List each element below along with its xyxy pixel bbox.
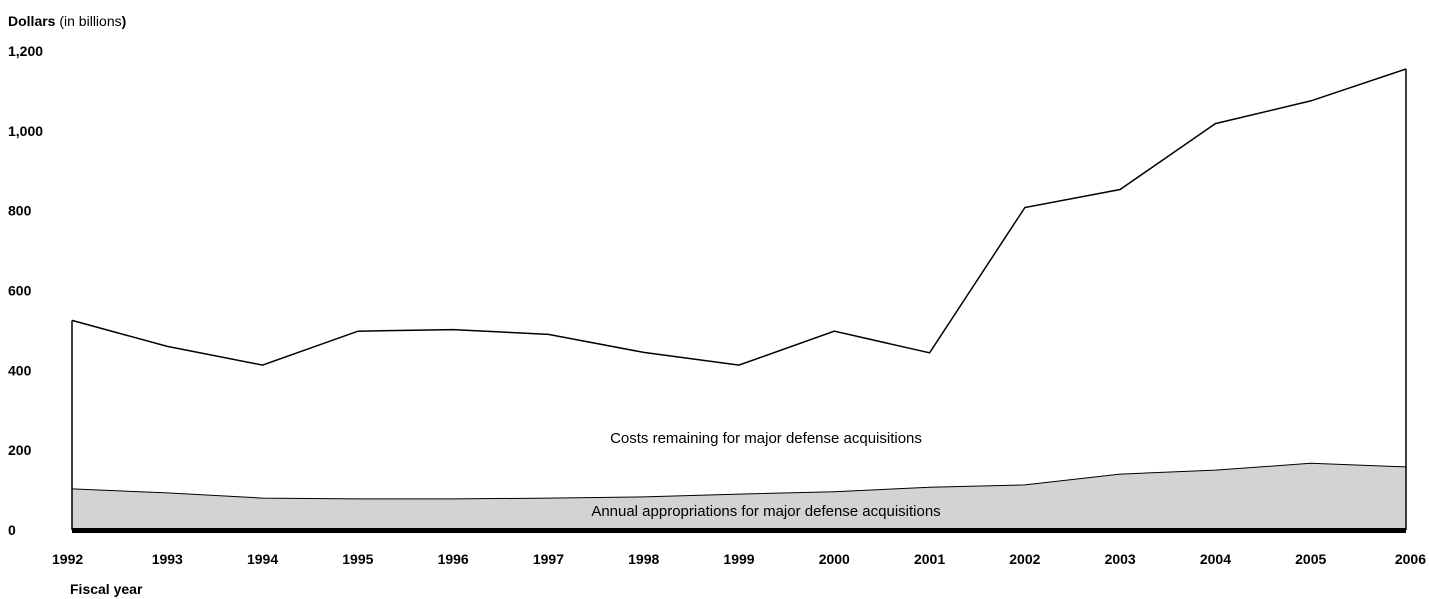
x-tick-label: 1996	[438, 551, 469, 567]
x-tick-label: 1992	[52, 551, 83, 567]
x-tick-label: 2006	[1395, 551, 1426, 567]
y-axis-title-bold: Dollars	[8, 13, 56, 29]
x-tick-label: 1997	[533, 551, 564, 567]
x-tick-label: 2002	[1009, 551, 1040, 567]
x-tick-label: 2003	[1105, 551, 1136, 567]
y-axis-ticks: 0 200 400 600 800 1,000 1,200	[8, 43, 43, 538]
y-tick-label: 400	[8, 362, 32, 378]
costs-remaining-area	[72, 69, 1406, 530]
y-axis-title: Dollars (in billions)	[8, 13, 126, 29]
costs-annotation: Costs remaining for major defense acquis…	[610, 430, 922, 447]
x-tick-label: 2005	[1295, 551, 1326, 567]
y-tick-label: 600	[8, 283, 32, 299]
x-tick-label: 2001	[914, 551, 945, 567]
x-axis-baseline	[72, 528, 1406, 533]
y-axis-title-unit: (in billions	[55, 13, 121, 29]
y-tick-label: 1,000	[8, 123, 43, 139]
y-axis-title-close: )	[122, 13, 127, 29]
x-tick-label: 2000	[819, 551, 850, 567]
y-tick-label: 800	[8, 203, 32, 219]
x-tick-label: 1995	[342, 551, 373, 567]
appropriations-annotation: Annual appropriations for major defense …	[591, 503, 940, 520]
y-tick-label: 0	[8, 522, 16, 538]
x-tick-label: 1994	[247, 551, 278, 567]
y-tick-label: 1,200	[8, 43, 43, 59]
costs-remaining-line	[71, 68, 1407, 366]
x-tick-label: 1998	[628, 551, 659, 567]
appropriations-line	[71, 462, 1407, 500]
x-tick-label: 2004	[1200, 551, 1231, 567]
y-tick-label: 200	[8, 442, 32, 458]
x-tick-label: 1993	[152, 551, 183, 567]
x-axis-ticks: 1992 1993 1994 1995 1996 1997 1998 1999 2000 2001…	[52, 551, 1426, 567]
x-axis-title: Fiscal year	[70, 581, 143, 597]
x-tick-label: 1999	[723, 551, 754, 567]
